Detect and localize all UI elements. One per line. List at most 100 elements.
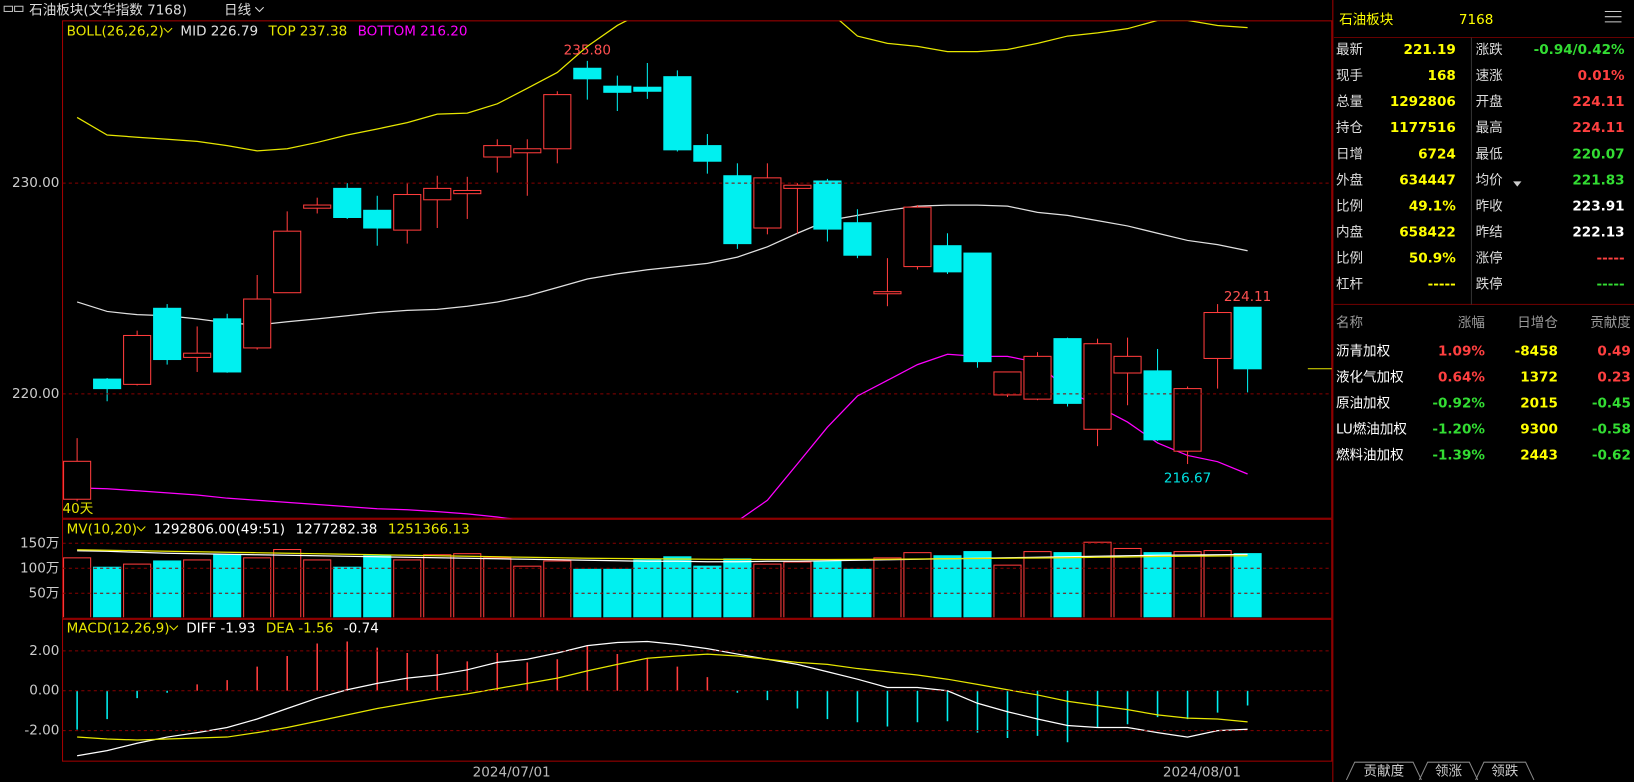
table-cell: 0.64% (1438, 369, 1485, 385)
volume-bar (933, 555, 962, 618)
candle-body (1113, 355, 1142, 374)
quote-value: 1177516 (1390, 120, 1456, 136)
period[interactable]: 日线 (224, 2, 252, 18)
quote-value: 634447 (1399, 172, 1456, 188)
quote-value: 221.83 (1572, 172, 1624, 188)
candle-body (393, 193, 422, 231)
legend-name: DEA (266, 621, 295, 637)
volume-bar (693, 565, 722, 618)
quote-label: 昨结 (1476, 225, 1503, 241)
table-cell: -1.39% (1432, 448, 1485, 464)
candle-body (423, 187, 452, 201)
volume-bar (363, 555, 392, 618)
legend-value: 1292806.00(49:51) (154, 522, 285, 538)
volume-bar (273, 548, 302, 618)
link-icon (14, 5, 24, 12)
candle-body (63, 460, 92, 500)
macd-plot (76, 640, 1249, 757)
volume-bar (183, 559, 212, 618)
high-label: 224.11 (1224, 289, 1271, 305)
boll-line (77, 353, 1248, 519)
quote-value: ----- (1597, 277, 1625, 293)
indicator-title[interactable]: MACD(12,26,9) (67, 621, 170, 637)
candle-body (93, 378, 122, 390)
candle-body (513, 148, 542, 154)
candle-body (663, 76, 692, 151)
tab[interactable]: 领涨 (1435, 764, 1463, 780)
quote-value: 224.11 (1572, 94, 1624, 110)
candle-body (633, 86, 662, 92)
table-header: 日增仓 (1517, 315, 1558, 331)
legend-name: BOTTOM (358, 23, 416, 39)
y-tick-label: 150万 (20, 535, 59, 551)
tabs-frame (1345, 761, 1535, 781)
table-cell: LU燃油加权 (1336, 421, 1407, 438)
candle-body (963, 252, 992, 363)
high-label: 235.80 (564, 42, 611, 58)
volume-bar (63, 557, 92, 618)
panel-code: 7168 (1459, 12, 1493, 28)
candle-body (843, 222, 872, 256)
table-cell: 1.09% (1438, 343, 1485, 359)
quote-label: 日增 (1336, 146, 1363, 162)
volume-bar (153, 560, 182, 618)
y-tick-label: 100万 (20, 560, 59, 576)
candle-body (483, 145, 512, 158)
quote-label: 最低 (1476, 146, 1504, 162)
quote-value: 222.13 (1572, 225, 1624, 241)
low-label: 216.67 (1164, 471, 1211, 487)
candle-body (1233, 306, 1262, 370)
candle-body (1173, 388, 1202, 452)
legend-value: 237.38 (300, 23, 347, 39)
quote-label: 昨收 (1476, 198, 1504, 214)
quote-label: 比例 (1336, 198, 1363, 214)
candle-body (453, 189, 482, 195)
volume-bar (783, 561, 812, 618)
quote-value: 6724 (1418, 146, 1456, 162)
candle-body (333, 187, 362, 218)
table-cell: -0.62 (1592, 448, 1631, 464)
volume-bar (243, 557, 272, 618)
table-cell: 原油加权 (1336, 395, 1391, 412)
quote-label: 均价 (1476, 172, 1504, 188)
volume-bar (303, 559, 332, 618)
volume-bar (993, 564, 1022, 618)
sort-icon (1513, 181, 1522, 187)
volume-bar (1233, 553, 1262, 618)
indicator-title[interactable]: BOLL(26,26,2) (67, 23, 164, 39)
tab[interactable]: 领跌 (1491, 764, 1519, 780)
quote-label: 速涨 (1476, 68, 1504, 84)
tab[interactable]: 贡献度 (1364, 764, 1405, 780)
table-cell: 1372 (1520, 369, 1558, 385)
dropdown-arrow (136, 526, 146, 532)
y-tick-label: 50万 (29, 585, 60, 601)
candle-body (1143, 370, 1172, 441)
volume-bar (123, 563, 152, 618)
dropdown-arrow (169, 625, 179, 631)
table-cell: 液化气加权 (1336, 368, 1404, 385)
legend-value: -1.93 (220, 621, 255, 637)
quote-value: 168 (1428, 68, 1456, 84)
legend-value: 216.20 (420, 23, 467, 39)
quote-value: 220.07 (1572, 146, 1624, 162)
candle-body (1083, 343, 1112, 430)
quote-label: 最高 (1476, 119, 1503, 136)
indicator-title[interactable]: MV(10,20) (67, 522, 137, 538)
legend-name: MID (180, 23, 206, 39)
menu-icon[interactable] (1604, 10, 1622, 23)
table-cell: 0.49 (1597, 343, 1630, 359)
y-tick-label: 230.00 (12, 175, 59, 191)
volume-bar (813, 560, 842, 618)
candle-body (153, 307, 182, 361)
volume-bar (1053, 552, 1082, 618)
quote-value: 221.19 (1404, 42, 1456, 58)
candle-body (243, 298, 272, 349)
main-panel-border (62, 20, 1333, 519)
panel-title: 石油板块 (1339, 12, 1394, 28)
candle-body (303, 204, 332, 209)
candle-body (1203, 311, 1232, 359)
top-bar: 石油板块(文华指数 7168) 日线 (3, 2, 265, 18)
volume-bar (873, 557, 902, 618)
